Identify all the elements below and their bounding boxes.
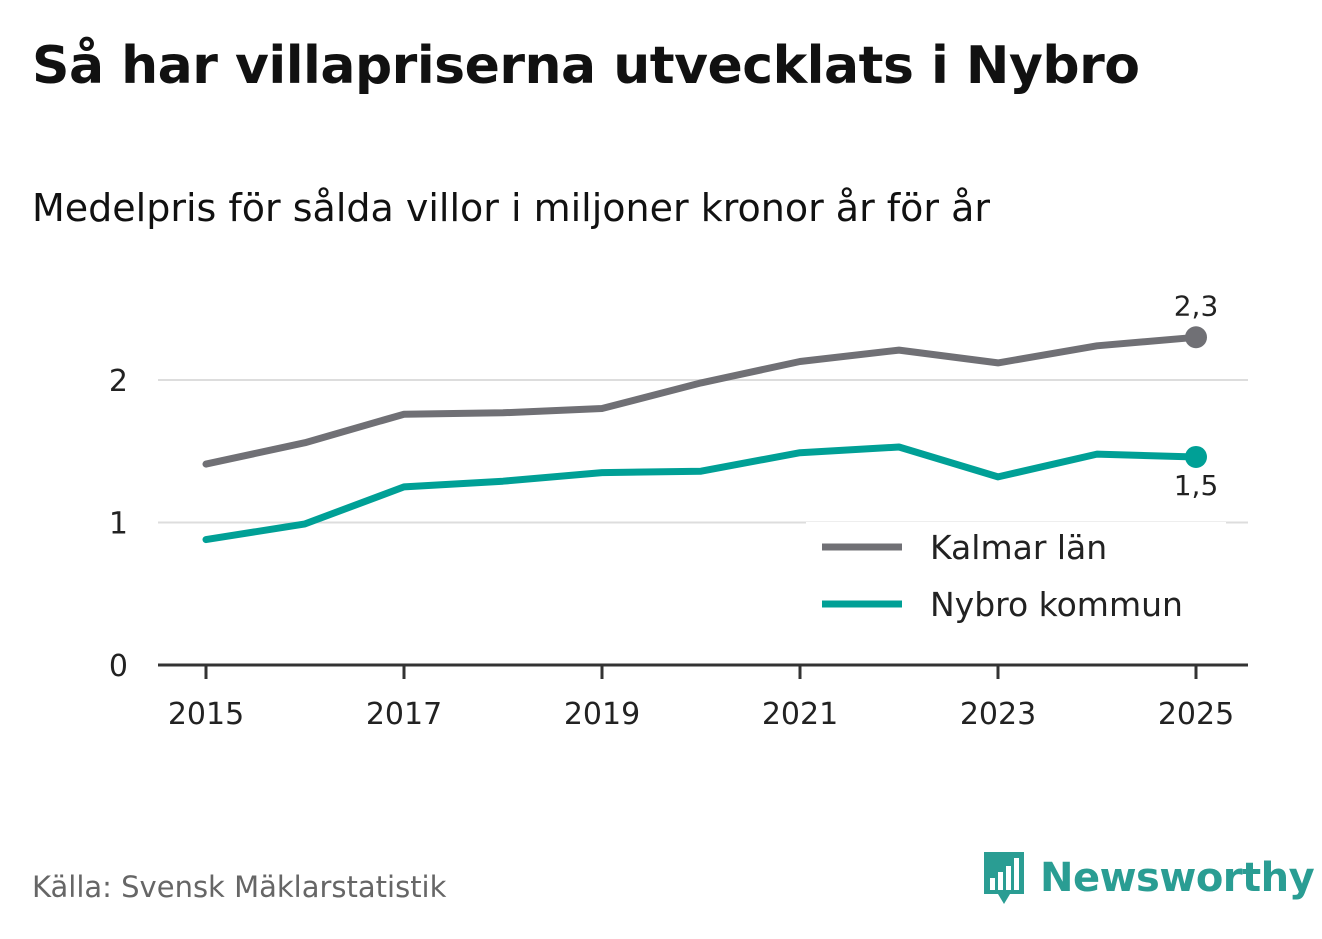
series-end-point-nybro-kommun	[1185, 445, 1207, 468]
series-end-label-kalmar-l-n: 2,3	[1174, 289, 1219, 322]
x-tick-label: 2023	[960, 697, 1036, 732]
series-end-label-nybro-kommun: 1,5	[1174, 469, 1219, 502]
y-tick-label: 0	[109, 649, 128, 684]
y-tick-label: 1	[109, 507, 128, 542]
chart-title: Så har villapriserna utvecklats i Nybro	[32, 36, 1140, 96]
source-note: Källa: Svensk Mäklarstatistik	[32, 870, 447, 904]
series-line-kalmar-l-n	[202, 333, 1200, 468]
x-tick-label: 2017	[366, 697, 442, 732]
newsworthy-logo-icon	[984, 852, 1024, 904]
brand-logo: Newsworthy	[980, 848, 1315, 908]
x-tick-label: 2021	[762, 697, 838, 732]
brand-name: Newsworthy	[1040, 855, 1315, 901]
series-end-point-kalmar-l-n	[1185, 326, 1207, 349]
y-tick-label: 2	[109, 364, 128, 399]
x-tick-label: 2025	[1158, 697, 1234, 732]
chart-subtitle: Medelpris för sålda villor i miljoner kr…	[32, 186, 991, 230]
legend-label-nybro-kommun: Nybro kommun	[930, 585, 1183, 624]
series-line-nybro-kommun	[202, 443, 1200, 544]
legend-background	[806, 522, 1226, 632]
x-tick-label: 2019	[564, 697, 640, 732]
x-tick-label: 2015	[168, 697, 244, 732]
legend-label-kalmar-l-n: Kalmar län	[930, 528, 1107, 567]
